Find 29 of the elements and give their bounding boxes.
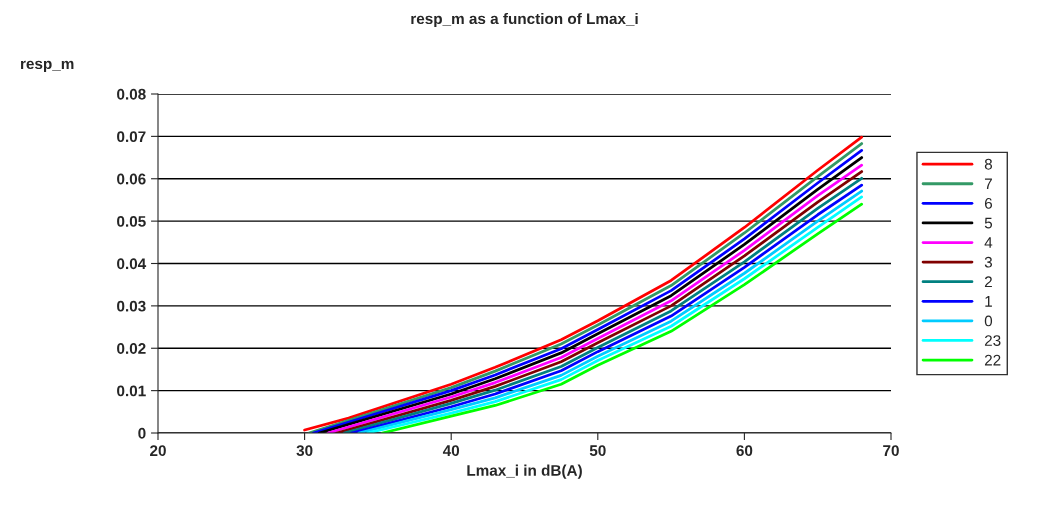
y-axis-title: resp_m [21,60,74,73]
chart-title: resp_m as a function of Lmax_i [411,12,638,28]
y-tick-label: 0.04 [117,258,147,270]
x-tick-label: 40 [442,445,460,457]
x-axis-title: Lmax_i in dB(A) [467,464,582,479]
x-tick-label: 50 [589,445,606,457]
legend-label: 3 [984,256,993,268]
y-tick-label: 0.01 [117,385,146,397]
legend-label: 7 [984,178,992,190]
y-tick-label: 0.06 [117,173,146,185]
legend-label: 6 [984,198,993,209]
x-tick-label: 70 [883,445,899,457]
legend-label: 0 [984,315,993,327]
y-tick-label: 0.05 [117,215,146,227]
x-tick-label: 30 [296,445,313,457]
legend-label: 4 [984,237,993,248]
y-tick-label: 0.07 [117,131,146,143]
y-tick-label: 0.02 [117,343,146,354]
legend-label: 5 [984,217,993,229]
legend-label: 23 [984,335,1001,346]
legend-label: 8 [984,158,993,170]
legend-label: 22 [984,354,1001,366]
y-tick-label: 0 [138,427,146,439]
x-tick-label: 60 [736,445,753,457]
x-tick-label: 20 [150,445,166,457]
legend-label: 1 [985,296,992,307]
y-tick-label: 0.03 [117,300,146,312]
legend-label: 2 [984,276,992,288]
y-tick-label: 0.08 [117,88,146,100]
